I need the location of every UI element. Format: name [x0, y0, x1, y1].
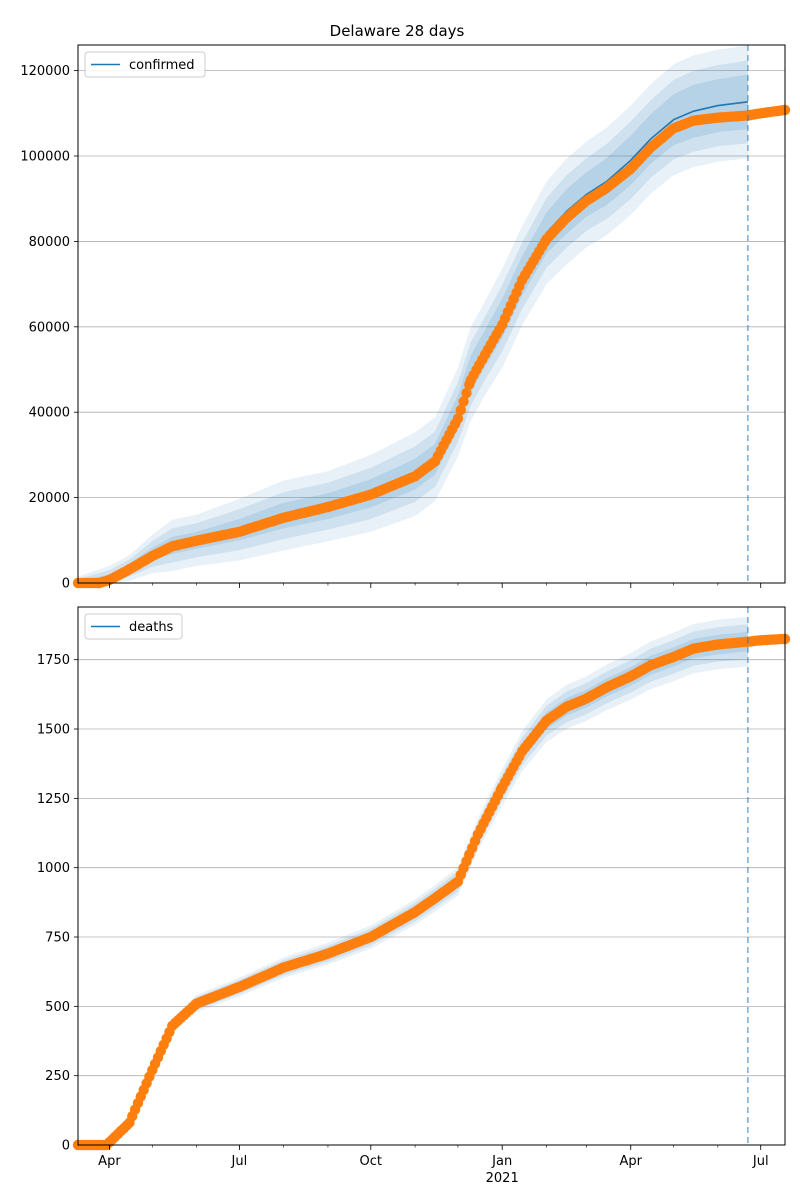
x-tick-label: Apr [98, 1154, 121, 1169]
y-tick-label: 120000 [20, 64, 70, 79]
observed-point [452, 413, 464, 424]
x-tick-label: Jul [231, 1154, 248, 1169]
y-tick-label: 750 [45, 931, 70, 946]
observed-point [458, 396, 469, 407]
observed-markers [72, 633, 791, 1151]
x-tick-label: Jul [752, 1154, 769, 1169]
legend-box [84, 51, 206, 78]
y-tick-label: 20000 [29, 491, 70, 506]
legend: confirmed [84, 51, 206, 78]
x-sub-label: 2021 [486, 1171, 519, 1186]
deaths-panel: 0 250 500 750 1000 1250 1500 1750 Apr Jul Oct Jan Ap… [37, 606, 791, 1186]
uncertainty-band [78, 624, 748, 1145]
x-tick-label: Apr [619, 1154, 642, 1169]
model-line [77, 640, 748, 1146]
y-tick-label: 80000 [29, 235, 70, 250]
figure-title: Delaware 28 days [330, 22, 465, 40]
y-tick-label: 100000 [20, 150, 70, 165]
legend-box [84, 613, 183, 640]
confirmed-panel: 0 20000 40000 60000 80000 100000 120000 confirm… [20, 44, 791, 592]
y-tick-label: 1750 [37, 653, 70, 668]
observed-point [461, 387, 472, 399]
axes-frame [77, 606, 786, 1146]
uncertainty-band [78, 45, 748, 583]
legend-label: deaths [129, 620, 174, 635]
x-tick-label: Jan [491, 1154, 512, 1169]
x-tick-label: Oct [360, 1154, 382, 1169]
y-tick-label: 250 [45, 1069, 70, 1084]
y-tick-label: 500 [45, 1000, 70, 1015]
y-tick-label: 1000 [37, 861, 70, 876]
uncertainty-band [78, 60, 748, 583]
legend: deaths [84, 613, 183, 640]
y-tick-label: 60000 [29, 320, 70, 335]
y-tick-label: 1250 [37, 792, 70, 807]
y-tick-label: 40000 [29, 406, 70, 421]
y-tick-label: 0 [62, 577, 70, 592]
axes-frame [77, 44, 786, 584]
uncertainty-band [78, 631, 748, 1145]
observed-point [455, 404, 466, 416]
observed-markers [72, 104, 791, 589]
legend-label: confirmed [129, 58, 195, 73]
y-tick-label: 1500 [37, 723, 70, 738]
uncertainty-band [78, 616, 748, 1145]
y-tick-label: 0 [62, 1139, 70, 1154]
